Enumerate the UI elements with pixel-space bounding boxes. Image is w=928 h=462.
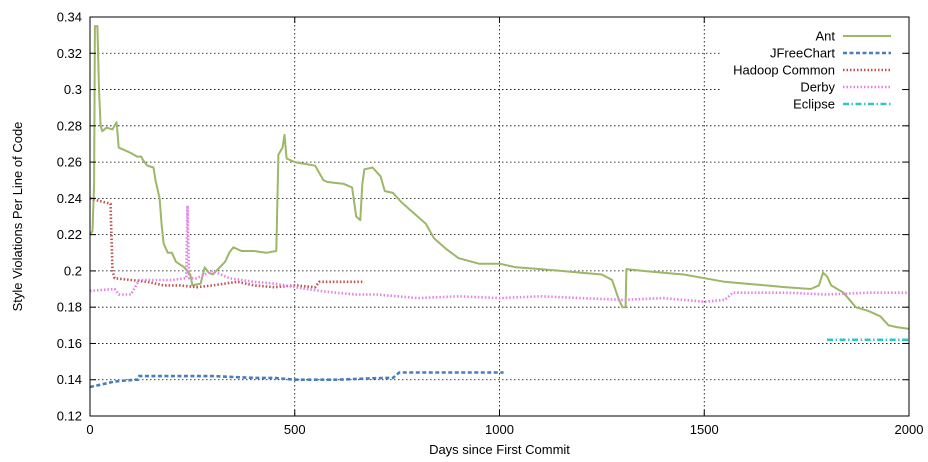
- series-line-jfreechart: [89, 371, 504, 389]
- y-tick-label: 0.26: [57, 155, 82, 170]
- x-tick-label: 2000: [895, 422, 924, 437]
- y-tick-label: 0.28: [57, 118, 82, 133]
- y-tick-label: 0.14: [57, 372, 82, 387]
- y-tick-label: 0.12: [57, 409, 82, 424]
- legend-label: Derby: [800, 80, 835, 95]
- x-tick-label: 500: [284, 422, 306, 437]
- x-tick-label: 0: [86, 422, 93, 437]
- legend-label: JFreeChart: [770, 46, 835, 61]
- grid-lines: [90, 17, 909, 416]
- x-tick-label: 1000: [485, 422, 514, 437]
- legend-label: Hadoop Common: [733, 63, 835, 78]
- y-tick-label: 0.32: [57, 46, 82, 61]
- y-tick-label: 0.16: [57, 336, 82, 351]
- legend-label: Ant: [815, 29, 835, 44]
- y-axis-title: Style Violations Per Line of Code: [10, 122, 25, 312]
- x-tick-label: 1500: [690, 422, 719, 437]
- series-lines: [89, 25, 910, 389]
- y-tick-label: 0.18: [57, 300, 82, 315]
- y-tick-label: 0.22: [57, 227, 82, 242]
- legend: Ant JFreeChart Hadoop Common Derby Eclipse: [720, 24, 901, 112]
- series-line-hadoop-common: [89, 197, 365, 289]
- series-line-ant: [89, 25, 910, 330]
- legend-label: Eclipse: [793, 97, 835, 112]
- y-tick-label: 0.24: [57, 191, 82, 206]
- y-tick-label: 0.2: [64, 263, 82, 278]
- y-tick-label: 0.3: [64, 82, 82, 97]
- y-tick-label: 0.34: [57, 10, 82, 25]
- x-axis-title: Days since First Commit: [429, 442, 570, 457]
- axis-ticks: 0 500 1000 1500 2000 0.12 0.14 0.16 0.18 0.2 0.22 0…: [57, 10, 924, 438]
- series-line-derby: [89, 204, 909, 303]
